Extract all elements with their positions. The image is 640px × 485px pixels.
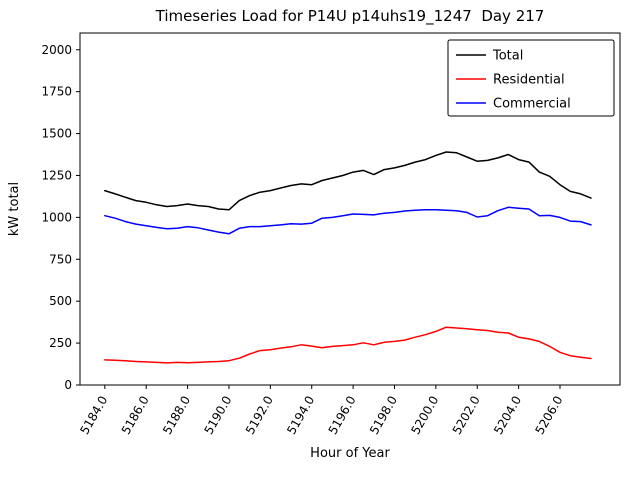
series-line-residential	[104, 326, 592, 364]
y-tick-label: 1000	[41, 210, 72, 224]
y-tick-label: 1750	[41, 85, 72, 99]
y-ticks: 0 250 500 750 1000 1250 1500 1750 2000	[41, 43, 80, 392]
legend-label-commercial: Commercial	[493, 97, 571, 112]
y-tick-label: 750	[49, 252, 72, 266]
legend-box	[447, 39, 615, 117]
legend-label-residential: Residential	[493, 73, 565, 88]
series-line-total	[104, 151, 592, 211]
y-tick-label: 0	[64, 378, 72, 392]
y-tick-label: 1250	[41, 168, 72, 182]
legend-label-total: Total	[492, 49, 523, 64]
x-axis-label: Hour of Year	[310, 446, 390, 461]
series-line-commercial	[104, 206, 592, 235]
plot-lines	[104, 151, 592, 364]
y-tick-label: 250	[49, 336, 72, 350]
y-tick-label: 2000	[41, 43, 72, 57]
chart-title: Timeseries Load for P14U p14uhs19_1247 D…	[155, 7, 545, 26]
legend: Total Residential Commercial	[447, 39, 615, 117]
y-axis-label: kW total	[7, 182, 22, 236]
y-tick-label: 500	[49, 294, 72, 308]
y-tick-label: 1500	[41, 127, 72, 141]
